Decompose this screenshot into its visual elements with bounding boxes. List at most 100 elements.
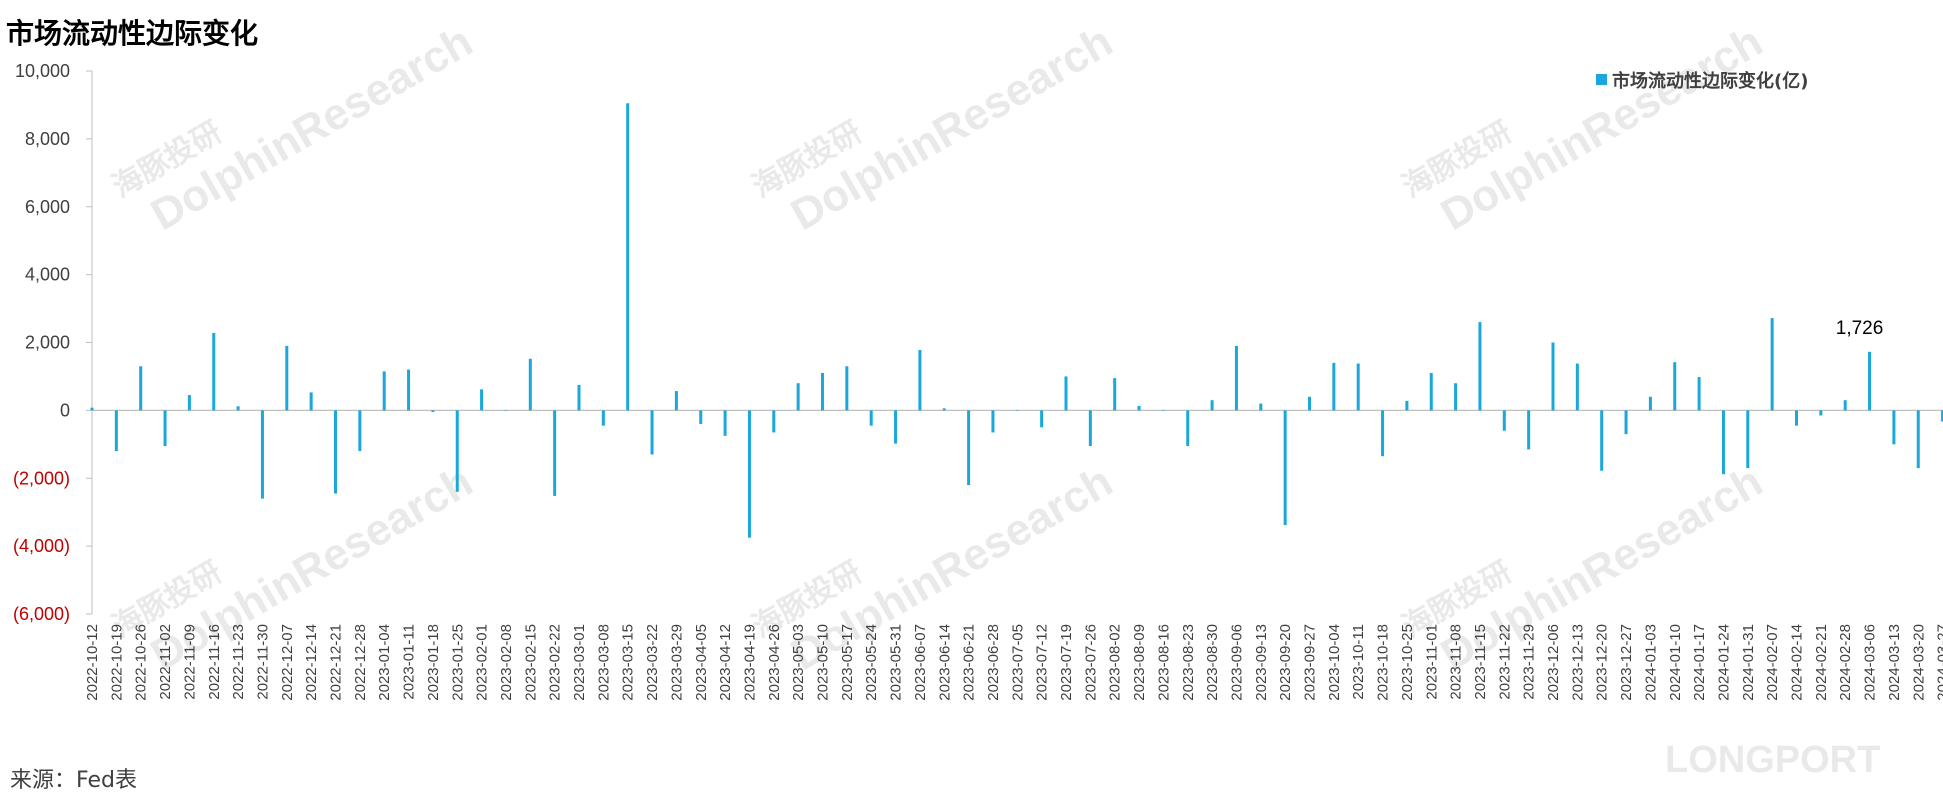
bar — [577, 384, 581, 411]
bar — [1429, 373, 1433, 411]
bar — [845, 366, 849, 411]
y-tick-label: 2,000 — [25, 333, 70, 353]
x-tick-label: 2024-03-13 — [1886, 624, 1903, 701]
bar — [1454, 383, 1458, 411]
bar — [309, 392, 313, 411]
x-axis: 2022-10-12 2022-10-19 2022-10-26 2022-11-02… — [84, 409, 1943, 701]
y-tick-label: (4,000) — [13, 536, 70, 556]
x-tick-label: 2023-09-27 — [1302, 624, 1319, 701]
bar — [90, 407, 94, 411]
x-tick-label: 2024-02-07 — [1764, 624, 1781, 701]
bar — [1697, 377, 1701, 411]
bar — [163, 410, 167, 447]
y-tick-label: 4,000 — [25, 265, 70, 285]
x-tick-label: 2022-12-07 — [279, 624, 296, 701]
bar — [1381, 410, 1385, 457]
x-tick-label: 2023-11-01 — [1423, 624, 1440, 700]
bar — [212, 332, 216, 411]
y-tick-label: 10,000 — [15, 61, 70, 81]
bar — [1868, 351, 1872, 411]
bar — [504, 410, 508, 411]
bar — [285, 345, 289, 411]
x-tick-label: 2023-03-15 — [620, 624, 637, 701]
bar — [1064, 376, 1068, 411]
x-tick-label: 2022-12-14 — [303, 624, 320, 701]
x-tick-label: 2024-01-17 — [1691, 624, 1708, 701]
x-tick-label: 2023-04-05 — [693, 624, 710, 701]
x-tick-label: 2023-06-07 — [912, 624, 929, 701]
bar — [699, 410, 703, 424]
x-tick-label: 2023-05-10 — [815, 624, 832, 701]
x-tick-label: 2023-03-08 — [595, 624, 612, 701]
y-tick-label: 0 — [60, 400, 70, 420]
x-tick-label: 2024-02-14 — [1789, 624, 1806, 701]
bar — [358, 410, 362, 452]
x-tick-label: 2024-01-24 — [1715, 624, 1732, 701]
x-tick-label: 2023-06-28 — [985, 624, 1002, 701]
bar — [1916, 410, 1920, 469]
bar — [260, 410, 264, 499]
bar — [1795, 410, 1798, 426]
bar — [455, 410, 459, 492]
bar — [187, 395, 191, 411]
bar — [1892, 410, 1896, 445]
bar — [942, 408, 946, 411]
bar — [431, 410, 435, 413]
x-tick-label: 2023-01-11 — [401, 624, 418, 700]
bar — [1673, 362, 1677, 411]
bar — [382, 371, 386, 411]
x-tick-label: 2023-07-12 — [1034, 624, 1051, 701]
x-tick-label: 2023-08-09 — [1131, 624, 1148, 701]
x-tick-label: 2023-03-29 — [668, 624, 685, 701]
x-tick-label: 2023-02-08 — [498, 624, 515, 701]
x-tick-label: 2023-09-13 — [1253, 624, 1270, 701]
x-tick-label: 2023-03-01 — [571, 624, 588, 701]
bar — [869, 410, 873, 426]
x-tick-label: 2023-07-26 — [1082, 624, 1099, 701]
x-tick-label: 2023-06-21 — [961, 624, 978, 701]
bar — [1137, 405, 1141, 411]
bar — [480, 389, 484, 411]
x-tick-label: 2023-04-19 — [741, 624, 758, 701]
x-tick-label: 2023-04-12 — [717, 624, 734, 701]
x-tick-label: 2023-09-06 — [1228, 624, 1245, 701]
x-tick-label: 2023-07-19 — [1058, 624, 1075, 701]
bar — [1551, 342, 1555, 411]
bar — [1234, 345, 1238, 411]
bar — [1843, 400, 1847, 411]
bar — [1356, 363, 1360, 411]
bar — [1332, 362, 1336, 411]
bar — [1259, 403, 1263, 411]
bar — [1040, 410, 1044, 428]
bar — [407, 369, 411, 411]
chart-title: 市场流动性边际变化 — [6, 17, 259, 50]
bar — [1161, 410, 1165, 411]
y-axis: 10,000 8,000 6,000 4,000 2,000 0 (2,000) (4,000… — [13, 61, 93, 624]
x-tick-label: 2024-03-06 — [1862, 624, 1879, 701]
x-tick-label: 2022-11-09 — [181, 624, 198, 700]
bar — [601, 410, 605, 426]
bar — [1283, 410, 1287, 526]
x-tick-label: 2023-09-20 — [1277, 624, 1294, 701]
brand-watermark: LONGPORT — [1665, 739, 1880, 781]
x-tick-label: 2023-10-18 — [1375, 624, 1392, 701]
x-tick-label: 2023-11-15 — [1472, 624, 1489, 700]
bar — [1819, 410, 1823, 416]
x-tick-label: 2024-01-03 — [1642, 624, 1659, 701]
bar — [650, 410, 654, 455]
bar — [723, 410, 727, 436]
bar — [1308, 396, 1311, 411]
bar — [626, 103, 630, 411]
x-tick-label: 2022-11-23 — [230, 624, 247, 700]
x-tick-label: 2024-03-27 — [1935, 624, 1943, 701]
bar — [1502, 410, 1506, 431]
x-tick-label: 2024-02-21 — [1813, 624, 1830, 701]
bar — [991, 410, 995, 433]
bar — [334, 410, 337, 494]
x-tick-label: 2023-12-13 — [1569, 624, 1586, 701]
data-label: 1,726 — [1836, 318, 1884, 339]
bar — [1527, 410, 1531, 450]
x-tick-label: 2023-06-14 — [936, 624, 953, 701]
